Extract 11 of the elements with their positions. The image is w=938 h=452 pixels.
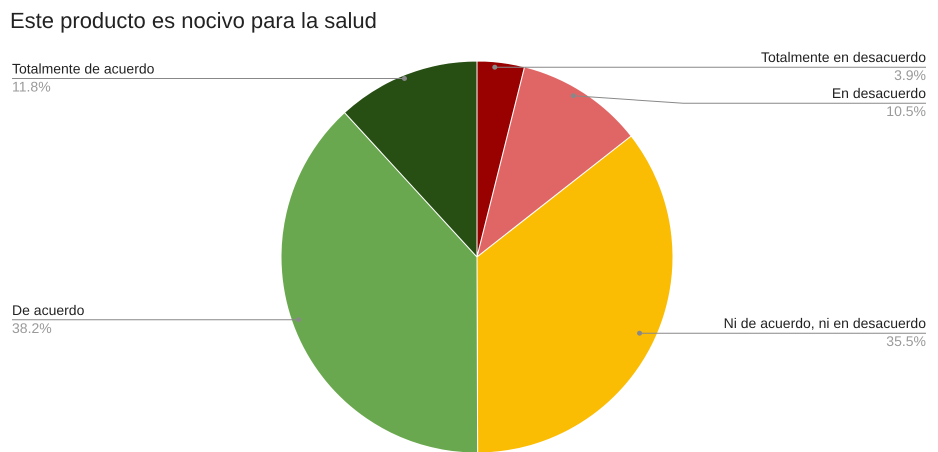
- data-label: 11.8%: [12, 78, 51, 94]
- slice-label: En desacuerdo: [832, 85, 926, 102]
- data-label: 3.9%: [894, 67, 926, 84]
- slice-label: Ni de acuerdo, ni en desacuerdo: [724, 315, 926, 332]
- slice-label: Totalmente en desacuerdo: [761, 49, 926, 66]
- data-label: 10.5%: [886, 103, 926, 120]
- slice-label: De acuerdo: [12, 302, 85, 318]
- data-label: 38.2%: [12, 320, 52, 336]
- data-label: 35.5%: [886, 333, 926, 350]
- chart-title: Este producto es nocivo para la salud: [10, 8, 377, 34]
- slice-label: Totalmente de acuerdo: [12, 60, 155, 76]
